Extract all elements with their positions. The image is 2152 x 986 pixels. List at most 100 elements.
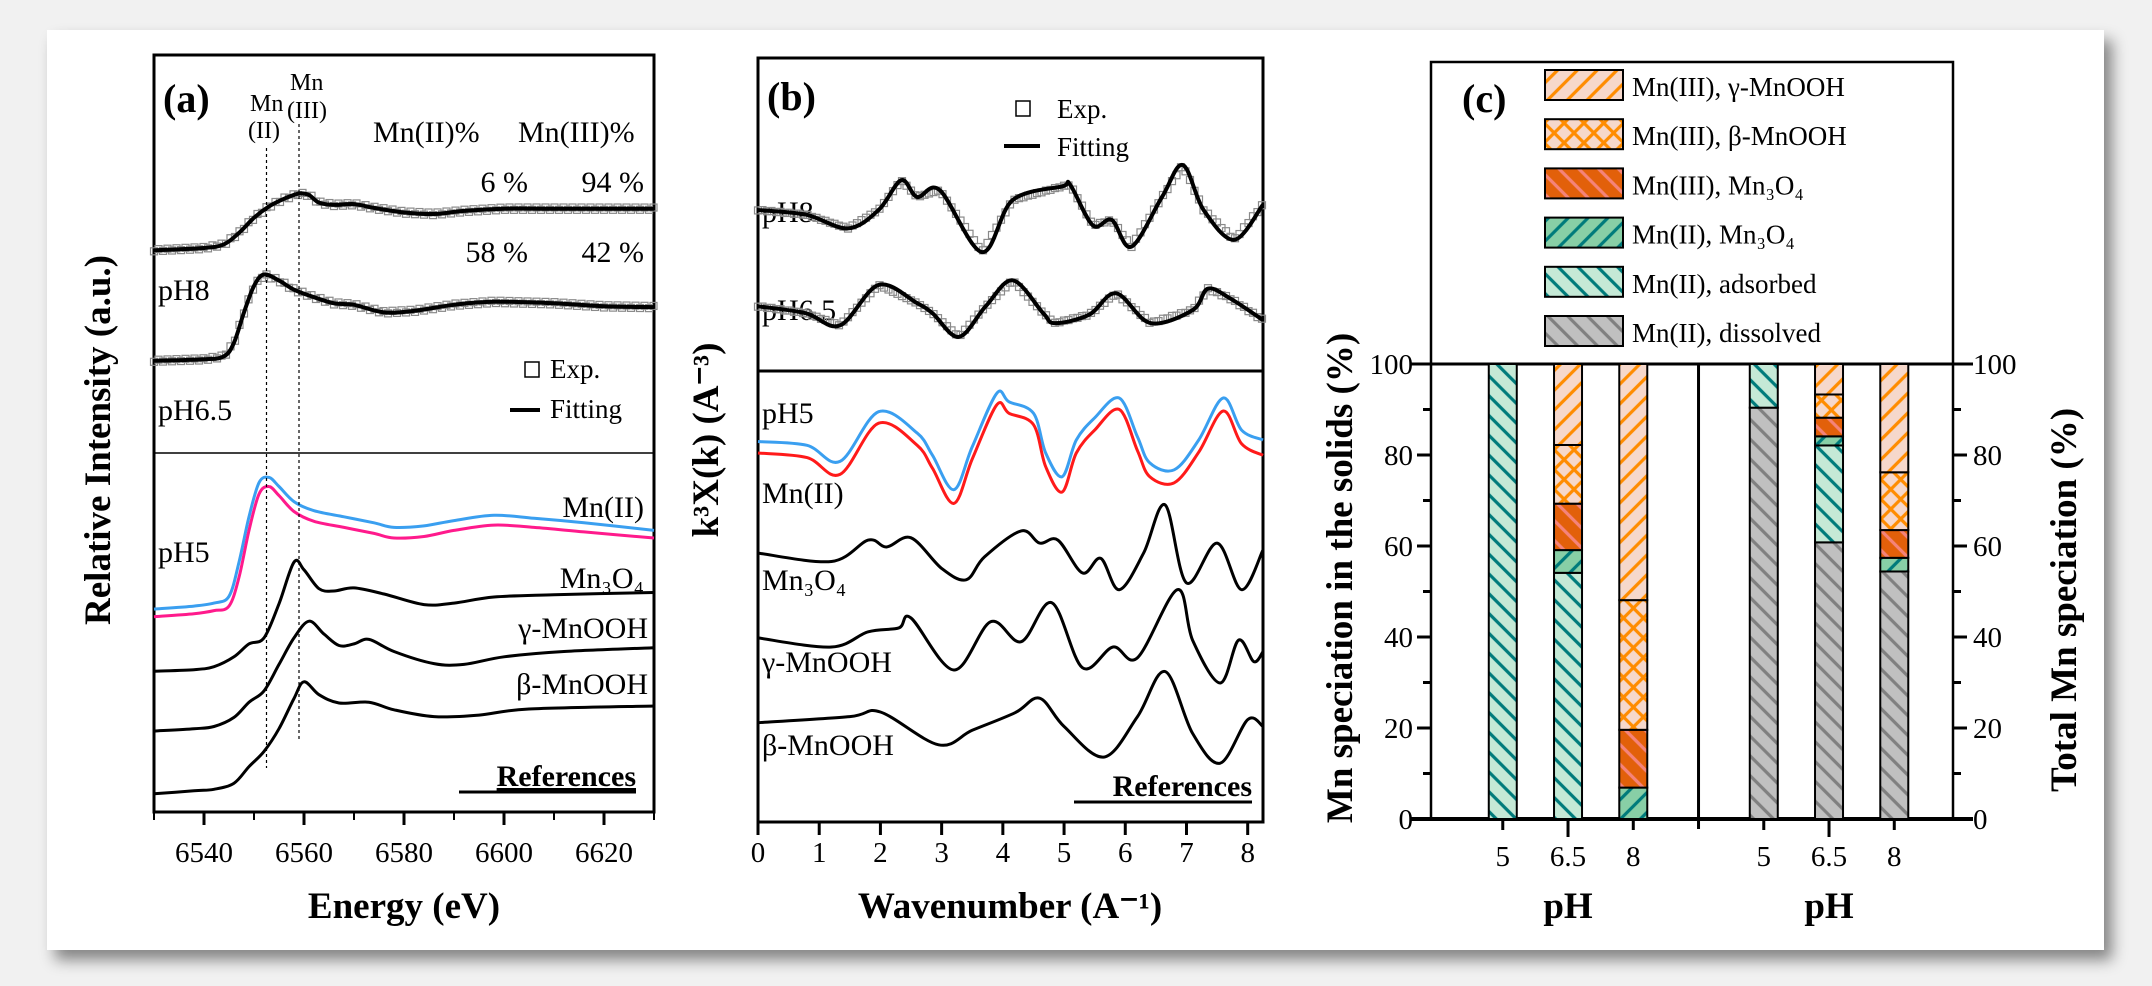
bar-segment-mn-ii-mn3o4: [1879, 556, 1910, 573]
series-gamma-mnooh-line: [153, 619, 655, 733]
stacked-bar-solids-ph-5: [1487, 363, 1518, 820]
panel-a-x-axis-title: Energy (eV): [308, 886, 500, 927]
ph65-mn-ii-percent: 58 %: [466, 236, 529, 269]
legend-exp-square-icon: [1015, 100, 1031, 117]
bar-segment-mn-iii-gamma-mnooh: [1879, 363, 1910, 474]
legend-label: Mn(II), dissolved: [1632, 318, 1821, 348]
mn-ii-marker-bottom: (II): [248, 118, 280, 144]
legend-fitting-label: Fitting: [550, 394, 622, 424]
x-tick-label: 6560: [275, 837, 333, 869]
legend-exp-square-icon: [524, 361, 540, 378]
label-mn-ii: Mn(II): [562, 491, 644, 524]
series-ph8-line: [757, 162, 1265, 255]
panel-a-y-axis-title: Relative Intensity (a.u.): [78, 255, 119, 625]
bar-segment-mn-ii-dissolved: [1879, 570, 1910, 820]
left-y-tick-label: 80: [1384, 440, 1413, 472]
x-tick-label: 6: [1118, 837, 1133, 869]
legend-label: Mn(III), γ-MnOOH: [1632, 72, 1845, 102]
ph8-mn-ii-percent: 6 %: [481, 166, 529, 199]
series-mn-ii-line: [153, 484, 655, 619]
x-tick-label: 3: [934, 837, 949, 869]
x-tick-label: 6600: [475, 837, 533, 869]
panel-b-x-axis-title: Wavenumber (A⁻¹): [858, 886, 1162, 927]
ph8-mn-iii-percent: 94 %: [582, 166, 645, 199]
x-tick-label: 5: [1757, 841, 1772, 873]
label-mn-ii: Mn(II): [762, 477, 844, 510]
left-y-tick-label: 20: [1384, 713, 1413, 745]
exp-marker: [978, 305, 988, 314]
legend-label: Mn(II), Mn₃O₄: [1632, 220, 1795, 250]
legend-item-mn-ii-mn3o4: Mn(II), Mn₃O₄: [1544, 216, 1795, 250]
exp-marker: [1091, 305, 1100, 315]
bar-segment-mn-ii-mn3o4: [1553, 549, 1584, 574]
bar-segment-mn-iii-mn3o4: [1618, 728, 1649, 789]
bar-segment-mn-ii-adsorbed: [1814, 444, 1845, 544]
x-axis-title-ph: pH: [1804, 886, 1854, 927]
x-axis-title-ph: pH: [1543, 886, 1593, 927]
header-mn-ii-percent: Mn(II)%: [373, 116, 480, 149]
bar-segment-mn-iii-beta-mnooh: [1814, 393, 1845, 419]
label-references: References: [1113, 770, 1252, 803]
series-beta-mnooh-line: [757, 670, 1264, 765]
label-ph5: pH5: [158, 536, 210, 569]
legend-item-mn-ii-dissolved: Mn(II), dissolved: [1544, 315, 1821, 348]
x-tick-label: 1: [812, 837, 827, 869]
bar-segment-mn-ii-adsorbed: [1487, 363, 1518, 820]
series-mn3o4-line: [757, 503, 1265, 592]
mn-iii-marker-top: Mn: [290, 70, 323, 96]
bar-segment-mn-ii-adsorbed: [1748, 363, 1779, 409]
panel-b-annotations: (b) Exp. Fitting pH8 pH6.5 pH5 Mn(II) Mn…: [686, 74, 1252, 927]
left-y-tick-label: 60: [1384, 531, 1413, 563]
label-ph6-5: pH6.5: [158, 394, 232, 427]
series-ph5-line: [757, 389, 1264, 492]
label-beta-mnooh: β-MnOOH: [762, 729, 894, 762]
x-tick-label: 8: [1240, 837, 1255, 869]
bar-segment-mn-iii-beta-mnooh: [1553, 443, 1584, 505]
legend-exp-label: Exp.: [1057, 94, 1107, 124]
x-tick-label: 6.5: [1811, 841, 1847, 873]
panel-c-label: (c): [1462, 76, 1506, 121]
bar-segment-mn-iii-mn3o4: [1553, 502, 1584, 552]
right-y-tick-label: 80: [1973, 440, 2002, 472]
x-tick-label: 6540: [175, 837, 233, 869]
legend-item-mn-ii-adsorbed: Mn(II), adsorbed: [1544, 265, 1817, 299]
bar-segment-mn-iii-mn3o4: [1879, 529, 1910, 559]
right-y-tick-label: 40: [1973, 622, 2002, 654]
panel-a-plot: 6540 6560 6580 6600 6620: [149, 53, 658, 869]
stacked-bar-total-ph-6-5: [1814, 363, 1845, 820]
label-gamma-mnooh: γ-MnOOH: [517, 612, 648, 645]
panel-a-annotations: (a) Mn (II) Mn (III) Mn(II)% Mn(III)% 6 …: [78, 70, 648, 927]
exp-marker: [1190, 303, 1199, 313]
bar-segment-mn-iii-beta-mnooh: [1618, 599, 1649, 731]
x-tick-label: 2: [873, 837, 888, 869]
x-tick-label: 5: [1496, 841, 1511, 873]
series-ph5-line: [153, 475, 655, 611]
x-tick-label: 6580: [375, 837, 433, 869]
legend: Mn(III), γ-MnOOH Mn(III), β-MnOOH Mn(III),…: [1544, 69, 1847, 348]
series-ph6-5-line: [153, 272, 655, 363]
panel-b-plot: 0 1 2 3 4 5 6 7 8: [751, 56, 1267, 869]
legend-item-mn-iii-mn3o4: Mn(III), Mn₃O₄: [1544, 167, 1804, 200]
series-mn3o4-line: [153, 558, 655, 673]
exp-markers-ph6-5: [149, 270, 658, 366]
panel-b-label: (b): [767, 74, 816, 119]
right-y-tick-label: 60: [1973, 531, 2002, 563]
ph65-mn-iii-percent: 42 %: [582, 236, 645, 269]
x-tick-label: 8: [1887, 841, 1902, 873]
legend-fitting-label: Fitting: [1057, 132, 1129, 162]
legend-label: Mn(III), Mn₃O₄: [1632, 170, 1804, 200]
label-mn3o4: Mn₃O₄: [762, 564, 846, 597]
label-beta-mnooh: β-MnOOH: [516, 668, 648, 701]
x-tick-label: 5: [1057, 837, 1072, 869]
panel-b-y-axis-title: k³X(k) (A⁻³): [686, 343, 727, 538]
left-y-tick-label: 40: [1384, 622, 1413, 654]
bar-segment-mn-iii-gamma-mnooh: [1618, 363, 1649, 602]
header-mn-iii-percent: Mn(III)%: [518, 116, 635, 149]
x-tick-label: 0: [751, 837, 766, 869]
bar-segment-mn-iii-beta-mnooh: [1879, 471, 1910, 532]
x-tick-label: 6620: [575, 837, 633, 869]
x-tick-label: 8: [1626, 841, 1641, 873]
mn-ii-marker-top: Mn: [250, 91, 283, 117]
